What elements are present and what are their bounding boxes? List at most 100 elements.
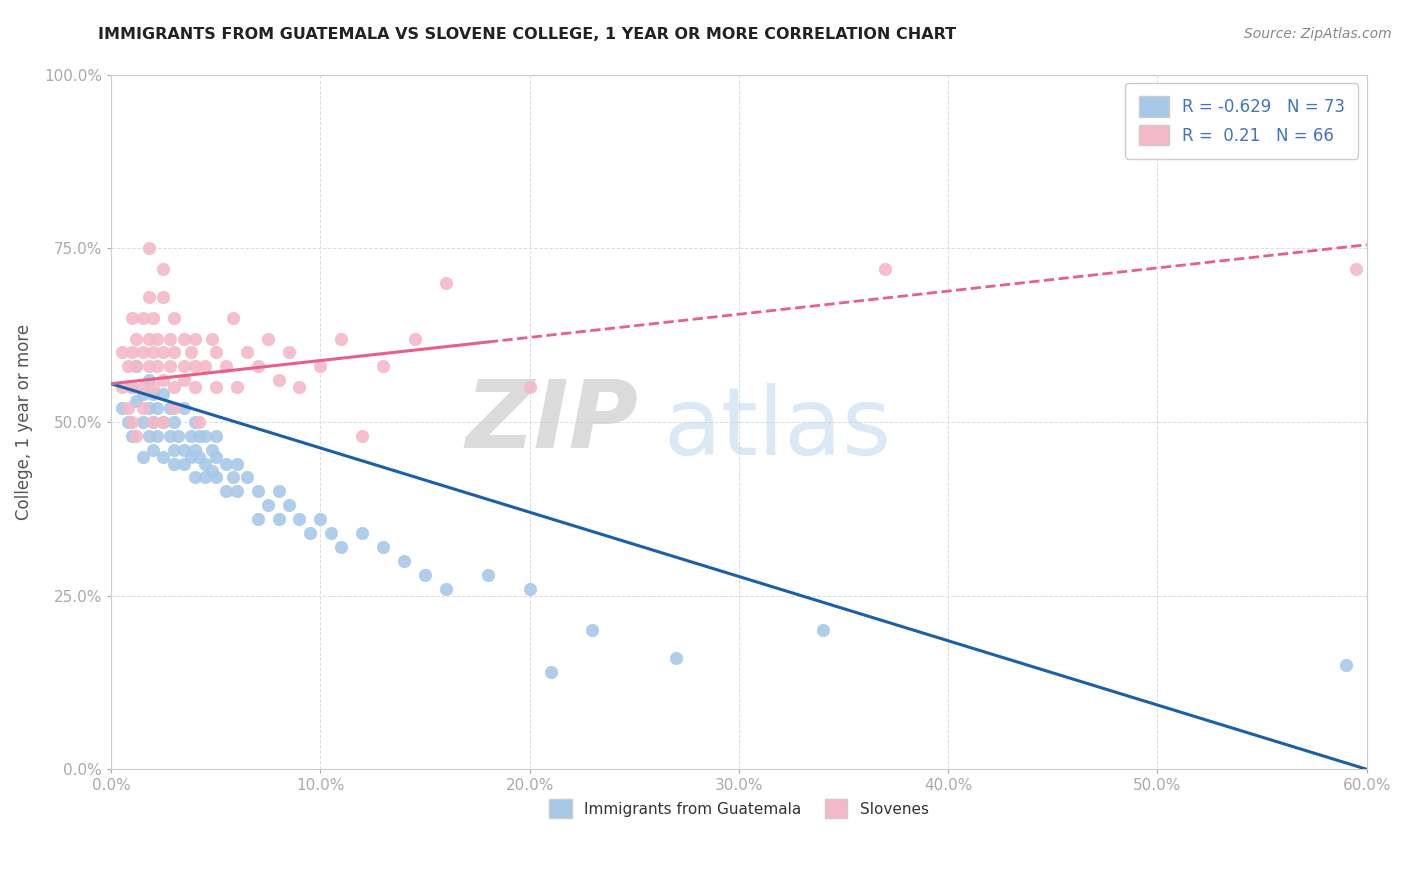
Point (875, 262, 897, 277)
Point (138, 401, 160, 415)
Point (138, 359, 160, 374)
Point (117, 401, 139, 415)
Point (163, 457, 186, 471)
Text: Source: ZipAtlas.com: Source: ZipAtlas.com (1244, 27, 1392, 41)
Point (267, 512, 290, 526)
Point (173, 359, 195, 374)
Point (146, 359, 169, 374)
Point (131, 450, 153, 464)
Point (319, 526, 342, 541)
Point (121, 415, 143, 429)
Point (163, 401, 186, 415)
Point (180, 345, 202, 359)
Point (142, 345, 165, 359)
Point (309, 359, 332, 374)
Point (204, 345, 226, 359)
Point (309, 512, 332, 526)
Point (373, 359, 395, 374)
Point (110, 345, 132, 359)
Point (163, 442, 186, 457)
Point (221, 310, 243, 325)
Point (142, 380, 165, 394)
Point (152, 290, 174, 304)
Point (131, 387, 153, 401)
Point (131, 310, 153, 325)
Point (146, 429, 169, 443)
Point (188, 415, 211, 429)
Point (173, 442, 195, 457)
Point (125, 359, 148, 374)
Point (125, 394, 148, 409)
Point (215, 484, 238, 499)
Point (540, 665, 562, 679)
Point (1346, 262, 1368, 277)
Point (121, 380, 143, 394)
Point (152, 387, 174, 401)
Point (146, 401, 169, 415)
Point (152, 415, 174, 429)
Legend: Immigrants from Guatemala, Slovenes: Immigrants from Guatemala, Slovenes (543, 793, 935, 824)
Point (173, 332, 195, 346)
Point (138, 290, 160, 304)
Point (267, 484, 290, 499)
Point (142, 442, 165, 457)
Point (173, 457, 195, 471)
Point (236, 470, 259, 484)
Point (519, 582, 541, 596)
Point (142, 387, 165, 401)
Point (278, 498, 301, 512)
Point (200, 442, 222, 457)
Point (159, 332, 181, 346)
Point (146, 332, 169, 346)
Point (246, 359, 269, 374)
Text: atlas: atlas (664, 383, 891, 475)
Point (215, 457, 238, 471)
Point (121, 345, 143, 359)
Point (138, 429, 160, 443)
Point (159, 401, 181, 415)
Point (117, 415, 139, 429)
Point (330, 332, 353, 346)
Point (200, 464, 222, 478)
Point (352, 526, 374, 541)
Point (236, 345, 259, 359)
Point (184, 415, 207, 429)
Point (330, 540, 353, 554)
Point (184, 442, 207, 457)
Point (1334, 658, 1357, 673)
Point (413, 567, 436, 582)
Point (125, 359, 148, 374)
Point (184, 380, 207, 394)
Point (125, 332, 148, 346)
Point (163, 415, 186, 429)
Point (184, 332, 207, 346)
Point (152, 373, 174, 387)
Point (152, 450, 174, 464)
Point (392, 554, 415, 568)
Point (352, 429, 374, 443)
Point (173, 401, 195, 415)
Point (194, 457, 217, 471)
Point (811, 624, 834, 638)
Point (159, 359, 181, 374)
Point (163, 310, 186, 325)
Point (204, 429, 226, 443)
Point (204, 380, 226, 394)
Point (142, 415, 165, 429)
Point (180, 429, 202, 443)
Point (159, 429, 181, 443)
Point (204, 450, 226, 464)
Point (194, 429, 217, 443)
Text: IMMIGRANTS FROM GUATEMALA VS SLOVENE COLLEGE, 1 YEAR OR MORE CORRELATION CHART: IMMIGRANTS FROM GUATEMALA VS SLOVENE COL… (98, 27, 956, 42)
Point (434, 276, 457, 290)
Point (110, 401, 132, 415)
Point (257, 498, 280, 512)
Point (373, 540, 395, 554)
Point (142, 415, 165, 429)
Point (131, 380, 153, 394)
Point (298, 526, 321, 541)
Point (163, 380, 186, 394)
Point (257, 332, 280, 346)
Y-axis label: College, 1 year or more: College, 1 year or more (15, 324, 32, 520)
Point (138, 373, 160, 387)
